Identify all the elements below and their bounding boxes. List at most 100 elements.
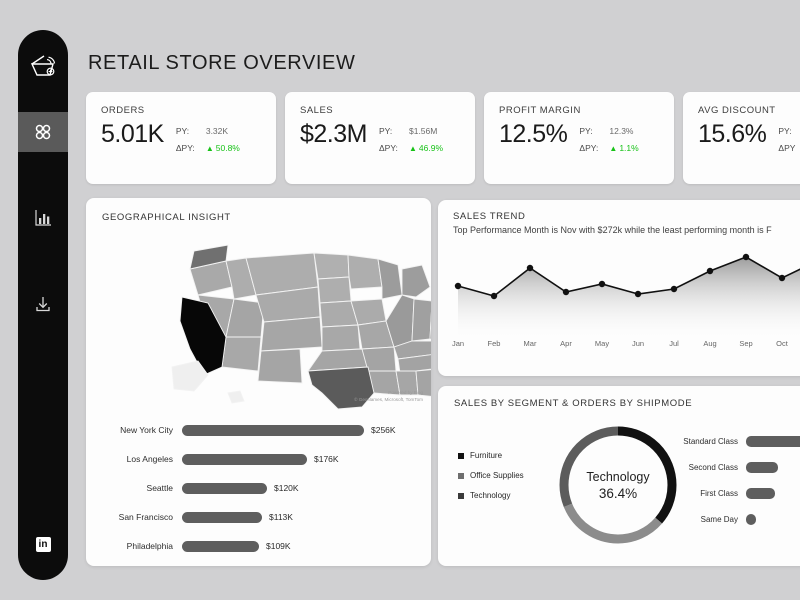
kpi-py-key: PY: [175, 126, 190, 136]
us-map-svg [171, 244, 543, 411]
legend-swatch-icon [458, 452, 464, 459]
axis-tick-label: Jul [669, 339, 679, 348]
us-choropleth-map[interactable]: Powered by Bing © GeoNames, Microsoft, T… [86, 225, 543, 411]
state-new-mexico [257, 348, 303, 384]
donut-segment-name: Technology [586, 469, 650, 484]
shipmode-label: First Class [700, 489, 738, 498]
shipmode-label: Same Day [700, 515, 738, 524]
donut-segment-pct: 36.4% [598, 485, 638, 501]
kpi-delta-key: ΔPY: [378, 143, 398, 153]
state-california [179, 296, 227, 376]
kpi-py-key: PY: [778, 126, 792, 136]
kpi-label: PROFIT MARGIN [499, 105, 581, 116]
shipmode-bar [746, 462, 778, 473]
top-cities-bar-chart: New York City $256K Los Angeles $176K Se… [86, 410, 431, 558]
state-arizona [221, 336, 262, 372]
map-attribution: Powered by Bing © GeoNames, Microsoft, T… [354, 390, 423, 404]
state-kansas [321, 324, 361, 352]
donut-slice-office-supplies [559, 426, 677, 544]
segment-donut-chart[interactable]: Technology 36.4% [556, 423, 680, 547]
month-axis: Jan Feb Mar Apr May Jun Jul Aug Sep Oct [438, 339, 800, 355]
state-washington [189, 244, 229, 270]
axis-tick-label: Jun [631, 339, 645, 348]
city-bar [182, 453, 307, 465]
trend-panel-subtitle: Top Performance Month is Nov with $272k … [453, 225, 772, 235]
trend-panel-title: SALES TREND [453, 211, 526, 222]
state-colorado [260, 316, 323, 352]
donut-slice-furniture [559, 426, 677, 544]
axis-tick-label: Feb [487, 339, 501, 348]
kpi-card-sales[interactable]: SALES $2.3M PY: $1.56M ΔPY: ▲ 46.9% [285, 92, 475, 184]
state-minnesota [347, 254, 383, 290]
table-row[interactable]: Los Angeles $176K [86, 447, 431, 471]
list-item[interactable]: Technology [458, 491, 524, 500]
legend-label: Furniture [470, 451, 503, 460]
city-value: $176K [314, 454, 339, 464]
kpi-delta-value: 46.9% [418, 143, 444, 153]
kpi-card-profit-margin[interactable]: PROFIT MARGIN 12.5% PY: 12.3% ΔPY: ▲ 1.1… [484, 92, 674, 184]
kpi-label: ORDERS [101, 105, 145, 116]
kpi-delta-key: ΔPY: [579, 143, 599, 153]
city-label: Los Angeles [126, 454, 173, 464]
line-chart-svg [454, 253, 800, 339]
geo-panel-title: GEOGRAPHICAL INSIGHT [102, 212, 231, 223]
kpi-py-value: 3.32K [205, 126, 229, 136]
download-icon [36, 297, 50, 312]
sidebar-item-dashboard[interactable] [18, 112, 68, 152]
kpi-py-key: PY: [579, 126, 593, 136]
donut-svg [559, 426, 677, 544]
kpi-delta-key: ΔPY [778, 143, 796, 153]
state-hawaii [227, 390, 245, 404]
kpi-delta-value: 1.1% [619, 143, 639, 153]
shipmode-label: Standard Class [683, 437, 738, 446]
shipmode-bar [746, 488, 775, 499]
kpi-card-avg-discount[interactable]: AVG DISCOUNT 15.6% PY: ΔPY [683, 92, 800, 184]
city-value: $109K [266, 541, 291, 551]
map-attribution-line2: © GeoNames, Microsoft, TomTom [354, 397, 423, 403]
kpi-card-row: ORDERS 5.01K PY: 3.32K ΔPY: ▲ 50.8% SAL [86, 92, 800, 184]
state-michigan [401, 264, 431, 298]
list-item[interactable]: Furniture [458, 451, 524, 460]
list-item[interactable]: Office Supplies [458, 471, 524, 480]
state-indiana [411, 298, 433, 342]
legend-swatch-icon [458, 472, 464, 479]
axis-tick-label: May [594, 339, 610, 348]
sidebar-item-download[interactable] [18, 284, 68, 324]
legend-label: Office Supplies [470, 471, 524, 480]
city-label: Philadelphia [126, 541, 173, 551]
table-row[interactable]: Standard Class [678, 435, 800, 448]
triangle-up-icon: ▲ [408, 143, 417, 153]
shipmode-bar [746, 436, 800, 447]
sales-trend-panel: SALES TREND Top Performance Month is Nov… [438, 200, 800, 376]
state-south-dakota [317, 276, 352, 304]
axis-tick-label: Sep [739, 339, 753, 348]
shipmode-bar-chart: Standard Class Second Class First Class … [678, 435, 800, 539]
sidebar-item-analytics[interactable] [18, 198, 68, 238]
table-row[interactable]: Same Day [678, 513, 800, 526]
axis-tick-label: Mar [523, 339, 537, 348]
city-bar [182, 482, 267, 494]
shopping-cart-logo[interactable] [26, 50, 60, 84]
kpi-delta-value: 50.8% [215, 143, 240, 153]
table-row[interactable]: First Class [678, 487, 800, 500]
city-label: New York City [120, 425, 173, 435]
table-row[interactable]: Philadelphia $109K [86, 534, 431, 558]
city-value: $256K [371, 425, 396, 435]
table-row[interactable]: San Francisco $113K [86, 505, 431, 529]
table-row[interactable]: Second Class [678, 461, 800, 474]
kpi-label: SALES [300, 105, 334, 116]
trend-markers [454, 253, 786, 300]
kpi-value: 15.6% [698, 120, 767, 148]
table-row[interactable]: Seattle $120K [86, 476, 431, 500]
segment-legend: Furniture Office Supplies Technology [458, 451, 524, 511]
table-row[interactable]: New York City $256K [86, 418, 431, 442]
sidebar-item-linkedin[interactable]: in [35, 537, 51, 552]
city-bar [182, 424, 364, 436]
legend-swatch-icon [458, 492, 464, 499]
sales-trend-line-chart[interactable]: Jan Feb Mar Apr May Jun Jul Aug Sep Oct [438, 239, 800, 357]
state-wisconsin [377, 258, 403, 300]
kpi-py-value: 12.3% [609, 126, 634, 136]
shipmode-label: Second Class [688, 463, 738, 472]
kpi-card-orders[interactable]: ORDERS 5.01K PY: 3.32K ΔPY: ▲ 50.8% [86, 92, 276, 184]
state-texas [307, 366, 375, 410]
